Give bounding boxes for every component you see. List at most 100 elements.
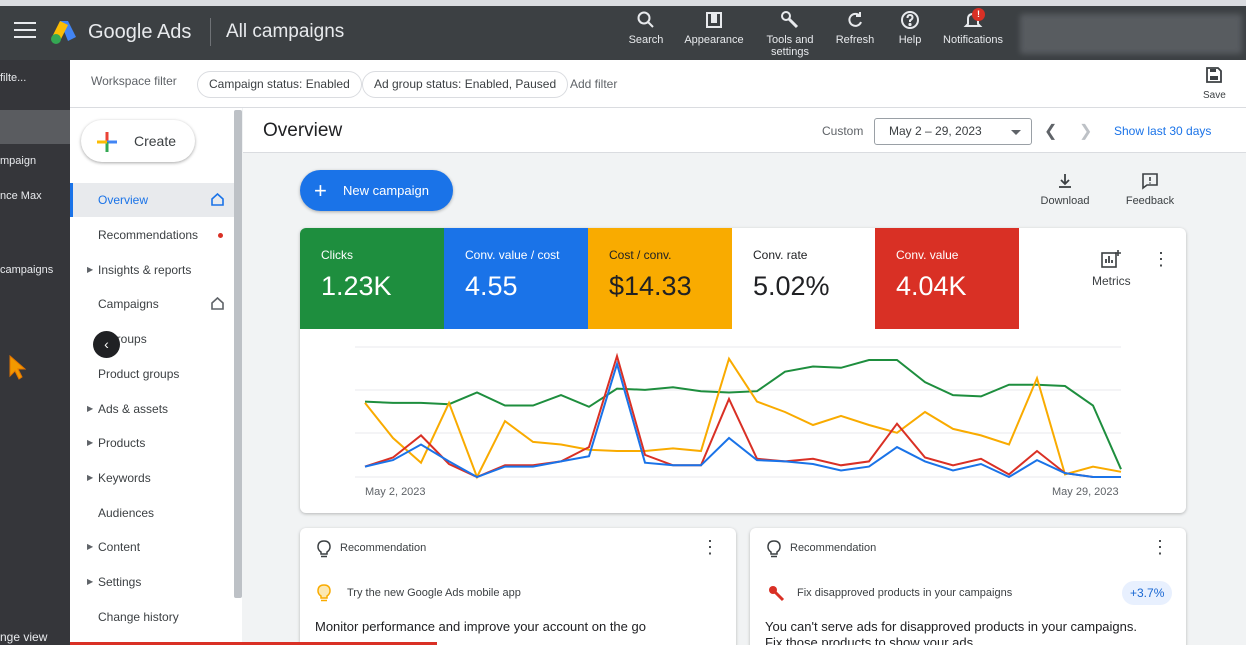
plus-icon: +: [314, 178, 327, 203]
nav-item-audiences[interactable]: Audiences: [98, 506, 155, 520]
more-options-icon[interactable]: ⋮: [701, 537, 719, 557]
collapse-nav-button[interactable]: ‹: [93, 331, 120, 358]
search-icon: [637, 11, 654, 28]
ad-group-status-chip[interactable]: Ad group status: Enabled, Paused: [362, 71, 569, 98]
nav-scrollbar[interactable]: [234, 110, 242, 598]
x-axis-end-label: May 29, 2023: [1052, 486, 1119, 498]
metrics-button[interactable]: Metrics: [1092, 250, 1131, 288]
video-progress-bar: [70, 642, 437, 645]
page-header: Overview Custom May 2 – 29, 2023 ❮ ❯ Sho…: [243, 108, 1246, 153]
date-range-select[interactable]: May 2 – 29, 2023: [874, 118, 1032, 145]
x-axis-start-label: May 2, 2023: [365, 486, 426, 498]
account-info[interactable]: [1020, 14, 1242, 54]
notification-badge: !: [972, 8, 985, 21]
metric-tile-clicks[interactable]: Clicks 1.23K: [300, 228, 444, 329]
recommendation-header: Recommendation: [340, 542, 427, 554]
tools-settings-button[interactable]: Tools and settings: [762, 10, 818, 58]
nav-item-change-history[interactable]: Change history: [98, 610, 179, 624]
create-button[interactable]: Create: [81, 120, 195, 162]
page-context[interactable]: All campaigns: [226, 21, 345, 42]
selected-row[interactable]: [0, 110, 70, 144]
refresh-icon: [848, 12, 862, 27]
lightbulb-icon: [317, 584, 331, 602]
metric-tile-conv-value[interactable]: Conv. value 4.04K: [875, 228, 1019, 329]
lightbulb-icon: [767, 540, 781, 558]
metric-tile-conv-rate[interactable]: Conv. rate 5.02%: [732, 228, 876, 329]
top-app-bar: Google Ads All campaigns Search Appearan…: [0, 0, 1246, 60]
help-icon: [901, 11, 919, 29]
filter-bar: Workspace filter Campaign status: Enable…: [70, 60, 1246, 108]
more-options-icon[interactable]: ⋮: [1152, 249, 1170, 269]
nav-item-keywords[interactable]: ▶ Keywords: [70, 461, 234, 495]
nav-item-insights[interactable]: ▶ Insights & reports: [70, 253, 234, 287]
more-options-icon[interactable]: ⋮: [1151, 537, 1169, 557]
appearance-button[interactable]: Appearance: [680, 10, 748, 46]
metric-tile-cost-conv[interactable]: Cost / conv. $14.33: [588, 228, 732, 329]
performance-card: Clicks 1.23K Conv. value / cost 4.55 Cos…: [300, 228, 1186, 513]
recommendation-message: Monitor performance and improve your acc…: [315, 619, 646, 634]
home-icon: [211, 193, 224, 206]
caret-right-icon: ▶: [87, 265, 94, 274]
page-title: Overview: [263, 120, 343, 141]
add-chart-icon: [1101, 250, 1122, 268]
custom-label: Custom: [822, 124, 864, 138]
divider: [210, 18, 211, 46]
refresh-button[interactable]: Refresh: [832, 10, 878, 46]
nav-item-overview[interactable]: Overview: [70, 183, 234, 217]
nav-item-ads-assets[interactable]: ▶ Ads & assets: [70, 392, 234, 426]
tree-item[interactable]: nge view: [0, 630, 48, 644]
google-ads-logo: [51, 21, 76, 44]
caret-right-icon: ▶: [87, 577, 94, 586]
brand-name: Google Ads: [88, 21, 192, 43]
campaign-tree-panel: filte... mpaign nce Max campaigns nge vi…: [0, 60, 70, 645]
metric-tile-conv-value-cost[interactable]: Conv. value / cost 4.55: [444, 228, 588, 329]
appearance-icon: [706, 12, 722, 28]
tree-item[interactable]: nce Max: [0, 190, 42, 202]
show-last-30-days-link[interactable]: Show last 30 days: [1114, 124, 1212, 138]
menu-icon[interactable]: [14, 22, 36, 40]
home-icon: [211, 297, 224, 310]
chart-series-line-1: [364, 356, 1122, 480]
nav-item-recommendations[interactable]: Recommendations: [70, 218, 234, 252]
help-button[interactable]: Help: [893, 10, 927, 46]
uplift-badge: +3.7%: [1122, 581, 1173, 605]
nav-item-product-groups[interactable]: Product groups: [98, 367, 180, 381]
feedback-button[interactable]: Feedback: [1120, 172, 1180, 207]
chevron-right-icon[interactable]: ❯: [1079, 123, 1093, 140]
wrench-icon: [781, 11, 799, 29]
filter-text[interactable]: filte...: [0, 72, 27, 84]
tree-item[interactable]: mpaign: [0, 155, 37, 167]
chevron-left-icon[interactable]: ❮: [1044, 123, 1058, 140]
recommendation-card[interactable]: Recommendation ⋮ Try the new Google Ads …: [300, 528, 736, 645]
save-button[interactable]: Save: [1203, 66, 1226, 101]
nav-item-products[interactable]: ▶ Products: [70, 426, 234, 460]
download-icon: [1059, 174, 1071, 188]
recommendation-message-line2: Fix those products to show your ads: [765, 635, 974, 645]
recommendation-header: Recommendation: [790, 542, 877, 554]
chart-series-line-0: [364, 359, 1122, 470]
caret-right-icon: ▶: [87, 404, 94, 413]
search-button[interactable]: Search: [624, 10, 668, 46]
recommendation-subtitle: Fix disapproved products in your campaig…: [797, 587, 1013, 599]
campaign-status-chip[interactable]: Campaign status: Enabled: [197, 71, 362, 98]
lightbulb-icon: [317, 540, 331, 558]
notifications-button[interactable]: ! Notifications: [943, 8, 1003, 46]
nav-item-campaigns[interactable]: Campaigns: [70, 287, 234, 321]
plus-icon: [97, 132, 117, 152]
tree-item[interactable]: campaigns: [0, 264, 54, 276]
workspace-filter-label: Workspace filter: [91, 74, 177, 88]
feedback-icon: [1142, 173, 1158, 190]
nav-item-settings[interactable]: ▶ Settings: [70, 565, 234, 599]
caret-right-icon: ▶: [87, 542, 94, 551]
recommendation-subtitle: Try the new Google Ads mobile app: [347, 587, 521, 599]
new-campaign-button[interactable]: + New campaign: [300, 170, 453, 211]
wrench-icon: [769, 586, 785, 602]
download-button[interactable]: Download: [1035, 172, 1095, 207]
nav-item-content[interactable]: ▶ Content: [70, 530, 234, 564]
chart-series-line-2: [364, 352, 1121, 479]
dropdown-arrow-icon: [1011, 130, 1021, 135]
performance-line-chart: [355, 346, 1122, 480]
recommendation-card[interactable]: Recommendation ⋮ Fix disapproved product…: [750, 528, 1186, 645]
save-icon: [1206, 67, 1223, 83]
add-filter-button[interactable]: Add filter: [570, 77, 618, 91]
